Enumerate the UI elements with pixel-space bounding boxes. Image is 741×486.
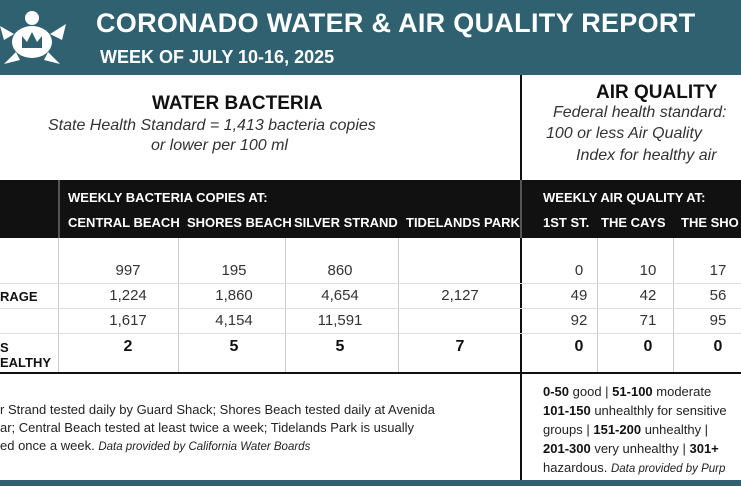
row-rule [0,333,741,334]
column-header: SHORES BEACH [187,215,292,230]
footnote: 201-300 very unhealthy | 301+ [543,441,719,456]
cell: 2,127 [441,287,479,304]
cell: 2 [123,338,133,355]
air-standard: Index for healthy air [576,147,717,164]
row-label: RAGE [0,289,38,304]
column-header: THE SHO [681,215,739,230]
column-header: THE CAYS [601,215,666,230]
air-standard: Federal health standard: [553,104,727,121]
air-standard: 100 or less Air Quality [546,125,702,142]
bottom-band [0,480,741,486]
cell: 0 [713,338,723,355]
footnote: groups | 151-200 unhealthy | [543,422,709,437]
cell: 1,860 [215,287,253,304]
divider [520,372,522,480]
divider [58,180,60,238]
water-standard: or lower per 100 ml [151,137,288,154]
divider [520,180,522,238]
cell: 95 [709,312,727,329]
row-label: S EALTHY [0,340,52,370]
water-standard: State Health Standard = 1,413 bacteria c… [48,117,376,134]
footnote: 101-150 unhealthly for sensitive [543,403,727,418]
cell: 10 [639,262,657,279]
row-rule [0,308,741,309]
row-rule [0,283,741,284]
cell: 1,224 [109,287,147,304]
cell: 860 [327,262,353,279]
air-title: AIR QUALITY [596,82,718,103]
banner [0,0,741,75]
cell: 0 [574,262,584,279]
turtle-logo [0,11,66,64]
title: CORONADO WATER & AIR QUALITY REPORT [96,8,696,38]
cell: 4,154 [215,312,253,329]
cell: 0 [643,338,653,355]
cell: 997 [115,262,141,279]
column-rule [398,238,399,372]
column-header: TIDELANDS PARK [406,215,520,230]
cell: 0 [574,338,584,355]
divider [520,75,522,180]
cell: 5 [335,338,345,355]
cell: 195 [221,262,247,279]
water-header: WEEKLY BACTERIA COPIES AT: [68,190,268,205]
cell: 1,617 [109,312,147,329]
cell: 7 [455,338,465,355]
cell: 42 [639,287,657,304]
column-header: CENTRAL BEACH [68,215,180,230]
column-rule [597,238,598,372]
footnote: ar; Central Beach tested at least twice … [0,420,415,435]
air-header: WEEKLY AIR QUALITY AT: [543,190,706,205]
cell: 92 [570,312,588,329]
cell: 11,591 [317,312,363,329]
footnote: 0-50 good | 51-100 moderate [543,384,712,399]
footnote: ed once a week. Data provided by Califor… [0,438,311,453]
column-rule [520,238,522,372]
subtitle: WEEK OF JULY 10-16, 2025 [100,47,335,67]
rule [0,372,741,374]
column-rule [673,238,674,372]
cell: 49 [570,287,588,304]
column-rule [58,238,59,372]
cell: 17 [709,262,727,279]
table-header [0,180,741,238]
column-rule [178,238,179,372]
cell: 56 [709,287,727,304]
cell: 71 [639,312,657,329]
water-title: WATER BACTERIA [152,93,323,114]
column-header: 1ST ST. [543,215,590,230]
footnote: r Strand tested daily by Guard Shack; Sh… [0,402,435,417]
cell: 5 [229,338,239,355]
cell: 4,654 [321,287,359,304]
column-header: SILVER STRAND [294,215,398,230]
column-rule [285,238,286,372]
footnote: hazardous. Data provided by Purp [543,460,726,475]
